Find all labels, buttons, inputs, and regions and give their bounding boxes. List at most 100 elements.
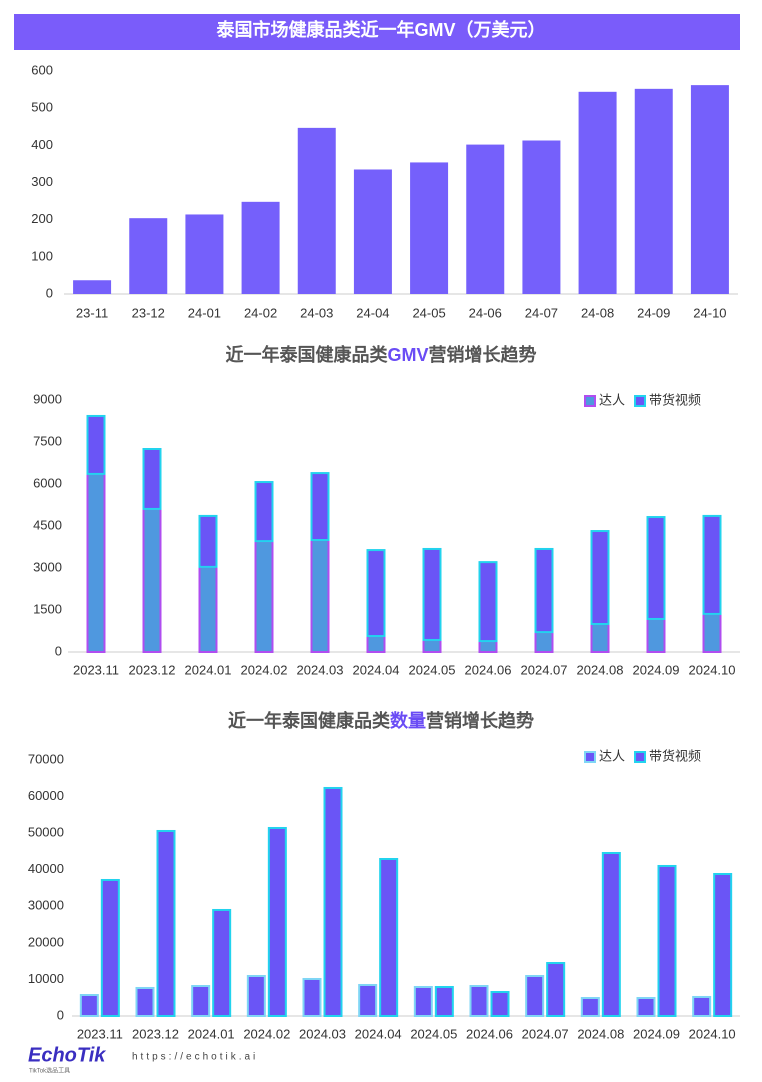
bar — [100, 878, 120, 1017]
bar-segment — [590, 530, 610, 625]
bar-segment — [86, 414, 106, 475]
bar — [79, 994, 99, 1017]
legend-swatch — [634, 751, 647, 763]
x-tick-label: 2024.05 — [410, 1026, 457, 1041]
bar — [302, 977, 322, 1017]
bar — [490, 991, 510, 1018]
x-tick-label: 24-09 — [637, 305, 670, 320]
y-tick-label: 20000 — [28, 934, 64, 949]
bar — [323, 786, 343, 1018]
bar-segment — [646, 617, 666, 654]
bar — [413, 985, 433, 1017]
x-tick-label: 2024.07 — [522, 1026, 569, 1041]
x-tick-label: 2024.05 — [409, 662, 456, 677]
bar-segment — [590, 623, 610, 653]
x-tick-label: 24-08 — [581, 305, 614, 320]
bar — [466, 144, 505, 294]
legend-swatch — [584, 395, 596, 407]
bar-segment — [142, 448, 162, 510]
title-part: 数量 — [390, 710, 426, 731]
bar — [522, 140, 561, 294]
legend-label: 带货视频 — [649, 748, 701, 763]
bar-segment — [646, 516, 666, 620]
x-tick-label: 2024.04 — [355, 1026, 402, 1041]
y-tick-label: 7500 — [33, 433, 62, 448]
bar — [434, 985, 454, 1017]
bar-segment — [198, 514, 218, 568]
bar — [379, 857, 399, 1017]
x-tick-label: 2024.10 — [689, 1026, 736, 1041]
legend-swatch — [584, 751, 596, 763]
x-tick-label: 2024.02 — [241, 662, 288, 677]
title-part: 营销增长趋势 — [426, 710, 534, 731]
x-tick-label: 2024.01 — [185, 662, 232, 677]
logo: EchoTik — [28, 1044, 106, 1066]
title-part: 近一年泰国健康品类 — [228, 710, 391, 731]
bar-segment — [310, 539, 330, 653]
x-tick-label: 2024.01 — [188, 1026, 235, 1041]
y-tick-label: 30000 — [28, 898, 64, 913]
bar — [692, 995, 712, 1017]
bar-segment — [422, 547, 442, 641]
bar — [212, 908, 232, 1017]
chart-title: 近一年泰国健康品类数量营销增长趋势 — [228, 710, 534, 731]
y-tick-label: 60000 — [28, 788, 64, 803]
bar-segment — [478, 640, 498, 654]
y-tick-label: 0 — [57, 1007, 64, 1022]
legend-label: 达人 — [599, 748, 625, 763]
x-tick-label: 2024.02 — [243, 1026, 290, 1041]
bar — [634, 88, 673, 294]
y-tick-label: 10000 — [28, 971, 64, 986]
x-tick-label: 24-03 — [300, 305, 333, 320]
bar — [73, 280, 112, 294]
y-tick-label: 50000 — [28, 825, 64, 840]
x-tick-label: 2024.07 — [521, 662, 568, 677]
legend-label: 带货视频 — [649, 392, 701, 407]
bar — [191, 985, 211, 1017]
y-tick-label: 100 — [31, 248, 53, 263]
x-tick-label: 2024.03 — [299, 1026, 346, 1041]
x-tick-label: 2024.09 — [633, 1026, 680, 1041]
x-tick-label: 24-02 — [244, 305, 277, 320]
x-tick-label: 2024.06 — [466, 1026, 513, 1041]
x-tick-label: 23-12 — [132, 305, 165, 320]
bar-segment — [534, 631, 554, 653]
bar-segment — [534, 547, 554, 634]
x-tick-label: 2024.08 — [577, 1026, 624, 1041]
bar — [185, 214, 224, 294]
bar-segment — [702, 514, 722, 615]
x-tick-label: 24-01 — [188, 305, 221, 320]
chart-title: 泰国市场健康品类近一年GMV（万美元） — [216, 19, 546, 40]
bar-segment — [366, 635, 386, 653]
bar-segment — [422, 638, 442, 654]
bar — [297, 127, 336, 295]
bar-segment — [254, 540, 274, 653]
bar-segment — [478, 561, 498, 643]
bar — [580, 997, 600, 1017]
title-part: GMV — [387, 345, 428, 365]
y-tick-label: 4500 — [33, 517, 62, 532]
x-tick-label: 24-07 — [525, 305, 558, 320]
legend-label: 达人 — [599, 392, 625, 407]
bar — [713, 872, 733, 1018]
y-tick-label: 70000 — [28, 751, 64, 766]
bar — [525, 974, 545, 1017]
x-tick-label: 24-05 — [412, 305, 445, 320]
y-tick-label: 300 — [31, 174, 53, 189]
x-tick-label: 2024.06 — [465, 662, 512, 677]
bar — [469, 985, 489, 1017]
bar — [353, 169, 392, 294]
bar — [129, 218, 168, 294]
bar — [267, 826, 287, 1017]
y-tick-label: 500 — [31, 100, 53, 115]
title-part: 营销增长趋势 — [429, 344, 537, 365]
url: https://echotik.ai — [132, 1052, 258, 1063]
bar — [578, 91, 617, 295]
bar-segment — [198, 565, 218, 654]
y-tick-label: 600 — [31, 62, 53, 77]
bar — [135, 986, 155, 1017]
bar — [636, 997, 656, 1017]
y-tick-label: 9000 — [33, 391, 62, 406]
y-tick-label: 400 — [31, 137, 53, 152]
